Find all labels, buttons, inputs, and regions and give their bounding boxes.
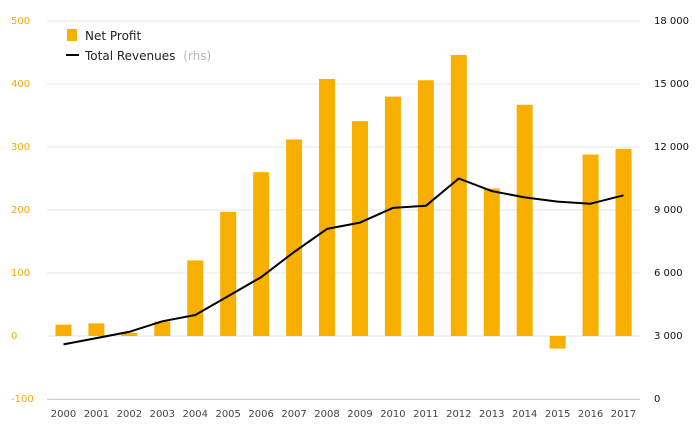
x-tick-label: 2017	[611, 409, 636, 420]
right-tick-label: 9 000	[654, 205, 683, 216]
bar-net-profit-2014	[516, 104, 533, 336]
bar-net-profit-2016	[582, 154, 599, 336]
legend-label-total-revenues-name: Total Revenues	[84, 49, 175, 63]
bar-net-profit-2000	[55, 324, 72, 336]
x-tick-label: 2007	[281, 409, 306, 420]
left-tick-label: 400	[11, 79, 30, 90]
legend-label-total-revenues: Total Revenues (rhs)	[84, 49, 211, 63]
right-tick-label: 6 000	[654, 268, 683, 279]
x-tick-label: 2008	[314, 409, 339, 420]
legend-label-net-profit: Net Profit	[85, 29, 141, 43]
x-tick-label: 2002	[117, 409, 142, 420]
bar-net-profit-2010	[384, 96, 401, 336]
line-total-revenues	[63, 177, 624, 346]
x-axis-ticks: 2000 2001 2002 2003 2004 2005 2006 2007 2008 2009…	[51, 409, 637, 420]
right-tick-label: 12 000	[654, 142, 689, 153]
left-axis-ticks: -100 0 100 200 300 400 500	[11, 16, 34, 405]
bar-net-profit-2007	[286, 139, 303, 336]
x-tick-label: 2004	[183, 409, 208, 420]
bar-net-profit-2013	[483, 188, 500, 336]
x-tick-label: 2000	[51, 409, 76, 420]
gridlines	[47, 20, 640, 400]
x-tick-label: 2012	[446, 409, 471, 420]
x-tick-label: 2005	[215, 409, 240, 420]
x-tick-label: 2009	[347, 409, 372, 420]
x-tick-label: 2016	[578, 409, 603, 420]
x-tick-label: 2001	[84, 409, 109, 420]
legend: Net Profit Total Revenues (rhs)	[66, 29, 211, 63]
bar-net-profit-2006	[253, 172, 270, 336]
legend-swatch-net-profit	[67, 29, 77, 41]
right-tick-label: 3 000	[654, 331, 683, 342]
right-tick-label: 15 000	[654, 79, 689, 90]
left-tick-label: -100	[11, 394, 34, 405]
bar-net-profit-2003	[154, 321, 171, 336]
left-tick-label: 200	[11, 205, 30, 216]
bar-net-profit-2012	[450, 55, 467, 337]
bar-net-profit-2001	[88, 323, 105, 336]
right-axis-ticks: 0 3 000 6 000 9 000 12 000 15 000 18 000	[654, 16, 689, 405]
net-profit-bars	[55, 55, 632, 349]
right-tick-label: 18 000	[654, 16, 689, 27]
bar-net-profit-2005	[220, 211, 237, 336]
bar-net-profit-2017	[615, 148, 632, 336]
bar-net-profit-2004	[187, 260, 204, 336]
x-tick-label: 2010	[380, 409, 405, 420]
bar-net-profit-2011	[417, 80, 434, 336]
bar-net-profit-2009	[351, 121, 368, 336]
left-tick-label: 100	[11, 268, 30, 279]
right-tick-label: 0	[654, 394, 660, 405]
x-tick-label: 2011	[413, 409, 438, 420]
left-tick-label: 0	[11, 331, 17, 342]
bar-net-profit-2015	[549, 336, 566, 349]
x-tick-label: 2013	[479, 409, 504, 420]
x-tick-label: 2014	[512, 409, 537, 420]
x-tick-label: 2015	[545, 409, 570, 420]
x-tick-label: 2003	[150, 409, 175, 420]
total-revenues-line-layer	[63, 177, 624, 346]
left-tick-label: 300	[11, 142, 30, 153]
bar-net-profit-2008	[319, 78, 336, 337]
bar-net-profit-2002	[121, 332, 138, 336]
legend-label-total-revenues-note: (rhs)	[183, 49, 211, 63]
x-tick-label: 2006	[248, 409, 273, 420]
left-tick-label: 500	[11, 16, 30, 27]
